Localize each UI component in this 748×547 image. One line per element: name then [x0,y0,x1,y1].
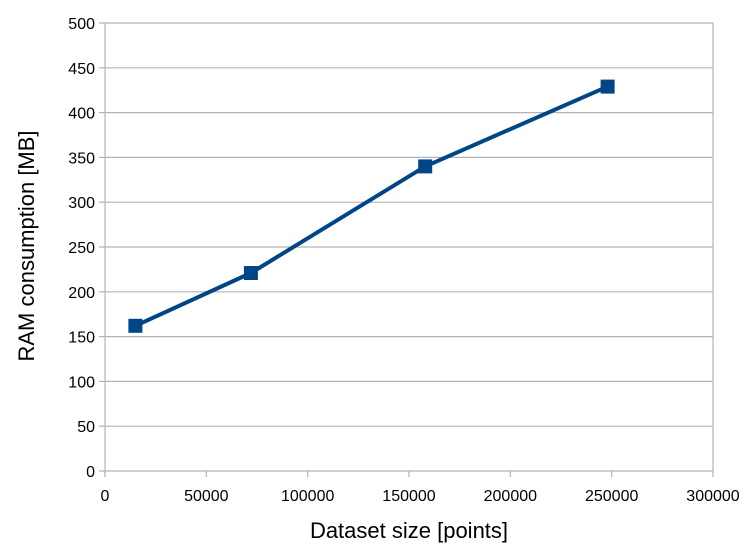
x-tick-label: 0 [101,488,110,505]
data-point-marker [243,266,258,280]
series-layer [128,79,615,333]
data-point-marker [600,79,615,94]
tick-label-layer: 0 50 100 150 200 250 300 350 400 450 500 0 50000 1000… [68,16,740,505]
x-tick-label: 50000 [184,488,229,505]
y-tick-label: 400 [68,106,95,123]
y-tick-label: 150 [68,330,95,347]
y-tick-label: 500 [68,16,95,33]
y-tick-label: 250 [68,240,95,257]
x-tick-label: 300000 [686,488,739,505]
x-tick-label: 200000 [484,488,537,505]
y-axis-title: RAM consumption [MB] [14,130,39,361]
x-axis-title: Dataset size [points] [310,518,508,543]
x-tick-label: 100000 [281,488,334,505]
grid-layer [105,22,713,472]
data-point-marker [128,318,143,333]
y-tick-label: 200 [68,285,95,302]
y-tick-label: 300 [68,195,95,212]
axis-layer [99,22,714,477]
y-tick-label: 0 [86,464,95,481]
x-tick-label: 150000 [382,488,435,505]
y-tick-label: 450 [68,61,95,78]
data-point-marker [418,159,433,174]
y-tick-label: 50 [77,419,95,436]
series-line [133,84,610,328]
y-tick-label: 350 [68,150,95,167]
y-tick-label: 100 [68,374,95,391]
x-tick-label: 250000 [585,488,638,505]
